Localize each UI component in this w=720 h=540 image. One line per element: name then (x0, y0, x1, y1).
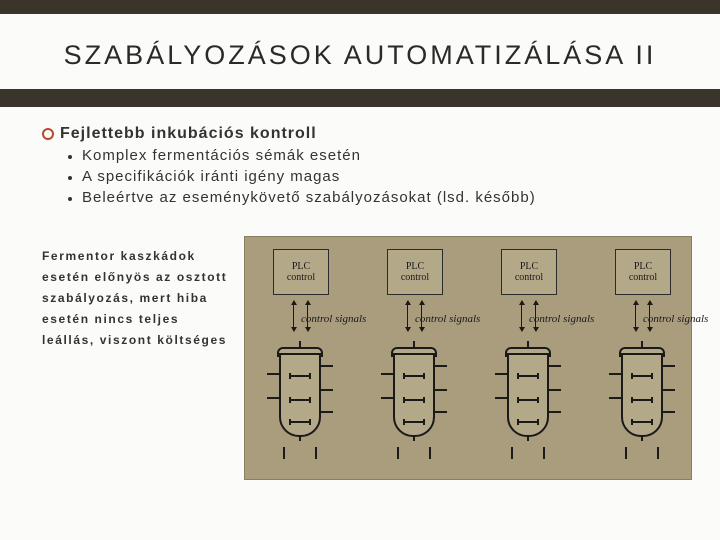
sub-bullet-text: Komplex fermentációs sémák esetén (82, 147, 361, 164)
plc-label-line2: control (401, 272, 429, 283)
fermentor-icon (501, 341, 555, 459)
sub-bullet: Komplex fermentációs sémák esetén (68, 147, 678, 164)
slide-title: SZABÁLYOZÁSOK AUTOMATIZÁLÁSA II (40, 40, 680, 71)
fermentor-icon (387, 341, 441, 459)
plc-box: PLCcontrol (273, 249, 329, 295)
dot-bullet-icon (68, 155, 72, 159)
plc-unit: PLCcontrol (253, 249, 349, 341)
bullet-main-text: Fejlettebb inkubációs kontroll (60, 125, 317, 143)
fermentor-icon (273, 341, 327, 459)
plc-label-line1: PLC (406, 261, 424, 272)
plc-label-line2: control (629, 272, 657, 283)
sub-bullet-list: Komplex fermentációs sémák esetén A spec… (42, 147, 678, 206)
header-bar (0, 0, 720, 14)
control-signals-label: control signals (415, 313, 480, 325)
ring-bullet-icon (42, 128, 54, 140)
plc-label-line1: PLC (634, 261, 652, 272)
plc-label-line2: control (287, 272, 315, 283)
control-signals-label: control signals (301, 313, 366, 325)
plc-box: PLCcontrol (615, 249, 671, 295)
plc-unit: PLCcontrol (367, 249, 463, 341)
plc-label-line2: control (515, 272, 543, 283)
bullet-main: Fejlettebb inkubációs kontroll (42, 125, 678, 143)
plc-label-line1: PLC (520, 261, 538, 272)
divider-bar (0, 89, 720, 107)
sub-bullet: Beleértve az eseménykövető szabályozások… (68, 189, 678, 206)
dot-bullet-icon (68, 197, 72, 201)
sub-bullet: A specifikációk iránti igény magas (68, 168, 678, 185)
plc-unit: PLCcontrol (595, 249, 691, 341)
plc-box: PLCcontrol (387, 249, 443, 295)
sub-bullet-text: A specifikációk iránti igény magas (82, 168, 340, 185)
fermentor-cascade-diagram: PLCcontrolcontrol signalsPLCcontrolcontr… (244, 236, 692, 480)
fermentor-icon (615, 341, 669, 459)
title-area: SZABÁLYOZÁSOK AUTOMATIZÁLÁSA II (0, 14, 720, 89)
plc-unit: PLCcontrol (481, 249, 577, 341)
sub-bullet-text: Beleértve az eseménykövető szabályozások… (82, 189, 536, 206)
diagram-caption: Fermentor kaszkádok esetén előnyös az os… (42, 236, 232, 351)
control-signals-label: control signals (643, 313, 708, 325)
dot-bullet-icon (68, 176, 72, 180)
lower-row: Fermentor kaszkádok esetén előnyös az os… (0, 236, 720, 480)
plc-box: PLCcontrol (501, 249, 557, 295)
content-area: Fejlettebb inkubációs kontroll Komplex f… (0, 107, 720, 206)
control-signals-label: control signals (529, 313, 594, 325)
plc-label-line1: PLC (292, 261, 310, 272)
